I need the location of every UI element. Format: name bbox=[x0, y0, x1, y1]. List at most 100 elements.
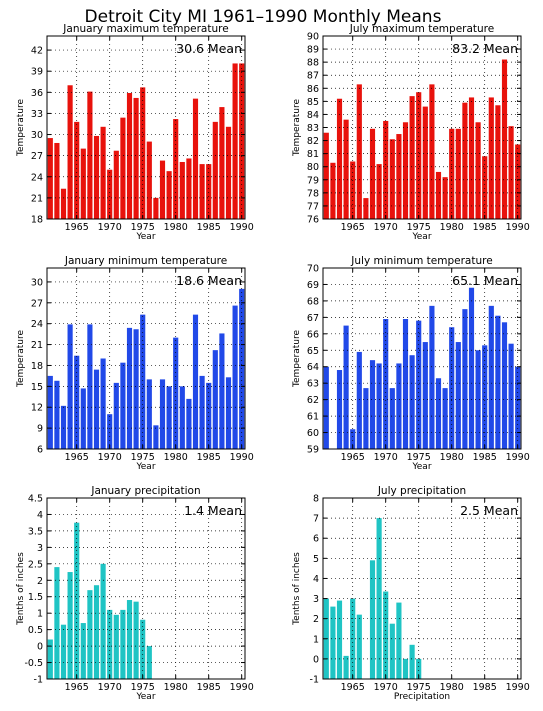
bar-1981 bbox=[455, 342, 461, 449]
y-axis-label: Tenths of inches bbox=[292, 552, 302, 626]
bar-1977 bbox=[153, 197, 159, 219]
x-axis-label: Year bbox=[411, 232, 431, 242]
y-tick-label: 21 bbox=[31, 193, 43, 204]
plot-frame bbox=[46, 267, 246, 450]
y-tick-label: 3.5 bbox=[28, 526, 43, 537]
bar-1974 bbox=[409, 96, 415, 219]
chart-panel-6: -1 0 1 2 3 4 5 6 7 8 1965 1970 1975 1980 1985 1990 July … bbox=[292, 485, 530, 702]
bar-1967 bbox=[87, 590, 93, 679]
bar-1975 bbox=[140, 314, 146, 449]
bar-1983 bbox=[192, 314, 199, 449]
y-tick-label: 2.5 bbox=[28, 559, 43, 570]
bar-1973 bbox=[402, 658, 409, 679]
bar-1989 bbox=[508, 126, 514, 219]
bar-1970 bbox=[107, 609, 113, 679]
y-tick-label: 3 bbox=[37, 543, 43, 554]
y-tick-label: 3 bbox=[313, 594, 319, 605]
x-tick-label: 1980 bbox=[164, 682, 188, 693]
x-tick-label: 1965 bbox=[65, 222, 89, 233]
bar-1965 bbox=[74, 355, 80, 449]
bar-1973 bbox=[126, 600, 133, 679]
y-tick-label: 65 bbox=[307, 346, 319, 357]
bar-1967 bbox=[363, 388, 369, 449]
bar-1964 bbox=[343, 325, 349, 449]
x-tick-label: 1975 bbox=[131, 452, 155, 463]
bar-1967 bbox=[87, 91, 93, 219]
bar-1963 bbox=[336, 98, 343, 219]
y-axis-label: Temperature bbox=[292, 99, 302, 157]
bar-1962 bbox=[330, 606, 336, 679]
bar-1964 bbox=[343, 119, 349, 219]
bar-1971 bbox=[389, 139, 395, 219]
chart-title: July maximum temperature bbox=[349, 23, 494, 35]
chart-panel-5: -1 -0.5 0 0.5 1 1.5 2 2.5 3 3.5 4 4.5 1965 1970 1975 19… bbox=[16, 485, 254, 702]
bar-1962 bbox=[54, 567, 60, 679]
bar-1971 bbox=[113, 150, 119, 219]
bar-1977 bbox=[429, 305, 435, 449]
y-tick-label: 21 bbox=[31, 340, 43, 351]
bar-1961 bbox=[323, 366, 329, 449]
bar-1978 bbox=[435, 378, 442, 449]
bar-1982 bbox=[186, 398, 192, 449]
bar-1987 bbox=[495, 105, 501, 219]
y-tick-label: 4.5 bbox=[28, 494, 43, 505]
y-tick-label: 18 bbox=[31, 361, 43, 372]
x-axis-label: Precipitation bbox=[394, 692, 450, 702]
x-tick-label: 1970 bbox=[374, 452, 398, 463]
y-tick-label: 33 bbox=[31, 109, 43, 120]
bar-1971 bbox=[113, 382, 119, 449]
bar-1986 bbox=[212, 350, 218, 449]
bar-1986 bbox=[212, 121, 218, 219]
bar-1974 bbox=[133, 601, 139, 679]
bar-1972 bbox=[120, 117, 126, 219]
y-tick-label: 15 bbox=[31, 382, 43, 393]
x-tick-label: 1965 bbox=[65, 452, 89, 463]
bar-1968 bbox=[93, 135, 100, 219]
bar-1989 bbox=[508, 343, 514, 449]
chart-panel-3: 6 9 12 15 18 21 24 27 30 1965 1970 1975 1980 1985 1990… bbox=[16, 255, 254, 472]
bar-1988 bbox=[225, 126, 232, 219]
y-tick-label: 80 bbox=[307, 162, 319, 173]
bar-1972 bbox=[120, 609, 126, 679]
y-tick-label: 88 bbox=[307, 58, 319, 69]
bar-1987 bbox=[495, 315, 501, 449]
plot-frame bbox=[46, 35, 246, 220]
y-tick-label: 4 bbox=[313, 574, 319, 585]
chart-panel-4: 59 60 61 62 63 64 65 66 67 68 69 70 1965 1970 1975 1980… bbox=[292, 255, 530, 472]
y-tick-label: 1 bbox=[37, 609, 43, 620]
x-tick-label: 1985 bbox=[473, 452, 497, 463]
x-axis-label: Year bbox=[135, 232, 155, 242]
mean-label: 83.2 Mean bbox=[452, 41, 518, 56]
bar-1973 bbox=[402, 122, 409, 219]
bar-1966 bbox=[356, 614, 362, 679]
bar-1973 bbox=[126, 327, 133, 449]
x-tick-label: 1970 bbox=[374, 682, 398, 693]
x-tick-label: 1990 bbox=[230, 682, 254, 693]
x-axis-label: Year bbox=[135, 692, 155, 702]
bar-1987 bbox=[219, 107, 225, 219]
y-tick-label: 90 bbox=[307, 32, 319, 43]
y-tick-label: 87 bbox=[307, 71, 319, 82]
bar-1976 bbox=[422, 106, 428, 219]
bar-1966 bbox=[80, 388, 86, 449]
bar-1962 bbox=[54, 380, 60, 449]
bar-1961 bbox=[323, 132, 329, 219]
y-tick-label: 42 bbox=[31, 46, 43, 57]
bar-1981 bbox=[179, 386, 185, 449]
bar-1981 bbox=[455, 128, 461, 219]
mean-label: 18.6 Mean bbox=[176, 273, 242, 288]
bar-1983 bbox=[468, 287, 475, 449]
bar-1968 bbox=[369, 360, 376, 449]
y-tick-label: 69 bbox=[307, 280, 319, 291]
bar-1984 bbox=[199, 164, 205, 219]
y-tick-label: -1 bbox=[34, 675, 43, 686]
bar-1963 bbox=[60, 188, 67, 219]
x-tick-label: 1970 bbox=[98, 682, 122, 693]
bar-1982 bbox=[462, 102, 468, 219]
y-tick-label: 8 bbox=[313, 494, 319, 505]
y-tick-label: 0 bbox=[37, 642, 43, 653]
y-tick-label: 7 bbox=[313, 514, 319, 525]
bar-1984 bbox=[475, 350, 481, 449]
